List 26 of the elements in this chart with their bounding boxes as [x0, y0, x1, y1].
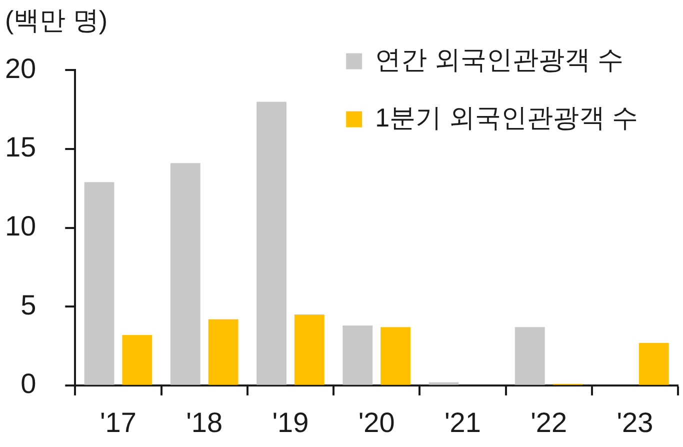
bar [428, 382, 459, 385]
x-tick-label: '19 [272, 406, 309, 438]
y-axis-title: (백만 명) [5, 4, 108, 35]
bar [256, 102, 286, 385]
x-tick-label: '20 [358, 406, 395, 438]
y-tick-label: 10 [4, 210, 36, 242]
legend-label: 연간 외국인관광객 수 [375, 44, 624, 74]
bar [342, 326, 373, 385]
bar [84, 182, 114, 385]
y-tick-label: 5 [20, 289, 36, 320]
x-tick-label: '22 [530, 406, 568, 438]
bar [208, 319, 238, 385]
y-tick-label: 15 [4, 132, 36, 163]
bar [294, 314, 324, 385]
bar [170, 163, 200, 385]
bar [380, 327, 410, 385]
x-tick-label: '18 [186, 406, 223, 438]
legend-label: 1분기 외국인관광객 수 [375, 102, 638, 132]
bar [638, 342, 669, 385]
x-tick-label: '23 [616, 406, 654, 438]
y-tick-label: 0 [20, 368, 36, 400]
x-tick-label: '17 [100, 406, 136, 438]
x-tick-label: '21 [444, 406, 481, 438]
y-tick-label: 20 [4, 52, 36, 84]
bar [122, 334, 152, 385]
bar [514, 327, 545, 385]
